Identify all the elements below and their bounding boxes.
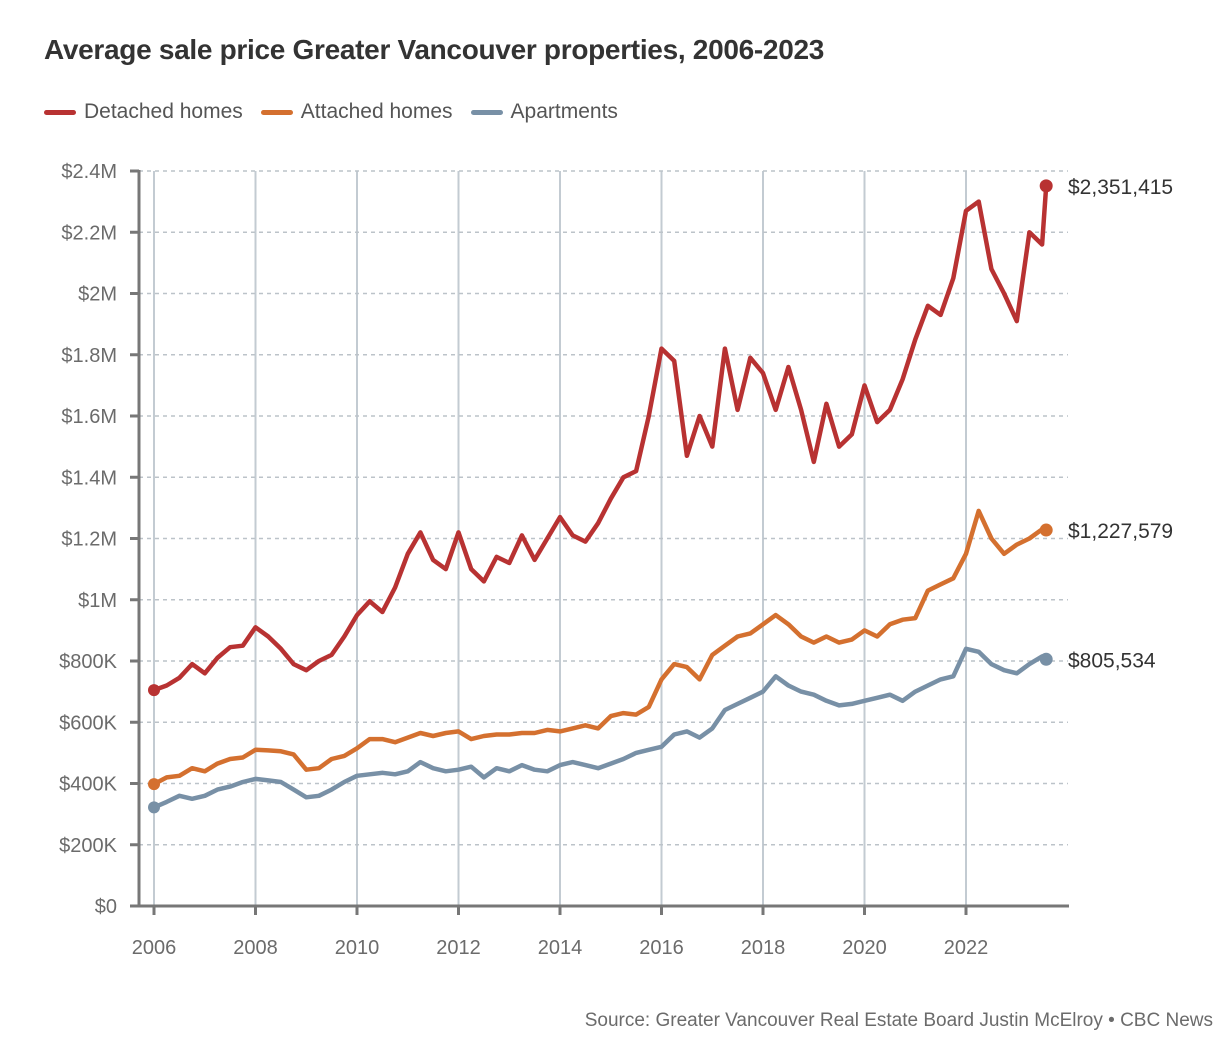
x-tick-label: 2014 xyxy=(538,937,583,959)
x-tick-label: 2020 xyxy=(842,937,887,959)
legend-item-apartments: Apartments xyxy=(470,100,618,124)
end-label-attached: $1,227,579 xyxy=(1068,520,1173,543)
y-tick-label: $1.4M xyxy=(61,467,117,489)
x-tick-label: 2022 xyxy=(944,937,989,959)
x-tick-label: 2008 xyxy=(233,937,278,959)
series-line-detached xyxy=(151,183,1049,693)
end-point-detached xyxy=(1039,179,1053,193)
chart-title: Average sale price Greater Vancouver pro… xyxy=(44,34,825,65)
x-tick-label: 2018 xyxy=(741,937,786,959)
end-point-attached xyxy=(1039,523,1053,537)
end-point-apartments xyxy=(1039,652,1053,666)
y-tick-label: $2.4M xyxy=(61,161,117,183)
y-tick-label: $1.6M xyxy=(61,406,117,428)
x-tick-label: 2010 xyxy=(335,937,380,959)
start-point xyxy=(148,778,160,791)
y-tick-label: $1.2M xyxy=(61,529,117,551)
legend-label-detached: Detached homes xyxy=(84,100,243,123)
y-tick-label: $2.2M xyxy=(61,222,117,244)
legend-item-detached: Detached homes xyxy=(44,100,243,124)
legend-swatch-apartments xyxy=(470,109,503,115)
series-line-attached xyxy=(151,508,1049,787)
y-tick-label: $200K xyxy=(59,835,117,857)
x-tick-label: 2006 xyxy=(132,937,177,959)
start-point xyxy=(148,684,160,697)
y-tick-label: $1.8M xyxy=(61,345,117,367)
source-note: Source: Greater Vancouver Real Estate Bo… xyxy=(584,1010,1213,1031)
legend: Detached homes Attached homes Apartments xyxy=(44,100,618,124)
end-label-apartments: $805,534 xyxy=(1068,649,1156,672)
y-tick-label: $400K xyxy=(59,774,117,796)
y-tick-label: $2M xyxy=(78,284,117,306)
legend-label-apartments: Apartments xyxy=(510,100,618,123)
legend-label-attached: Attached homes xyxy=(300,100,453,123)
y-tick-label: $1M xyxy=(78,590,117,612)
series-line-apartments xyxy=(151,646,1049,810)
y-tick-label: $800K xyxy=(59,651,117,673)
legend-swatch-attached xyxy=(260,109,293,115)
legend-swatch-detached xyxy=(44,109,76,115)
end-label-detached: $2,351,415 xyxy=(1068,176,1173,199)
x-tick-label: 2012 xyxy=(436,937,481,959)
y-tick-label: $600K xyxy=(59,712,117,734)
start-point xyxy=(148,801,160,814)
x-tick-label: 2016 xyxy=(639,937,684,959)
y-tick-label: $0 xyxy=(95,896,117,918)
legend-item-attached: Attached homes xyxy=(260,100,453,124)
